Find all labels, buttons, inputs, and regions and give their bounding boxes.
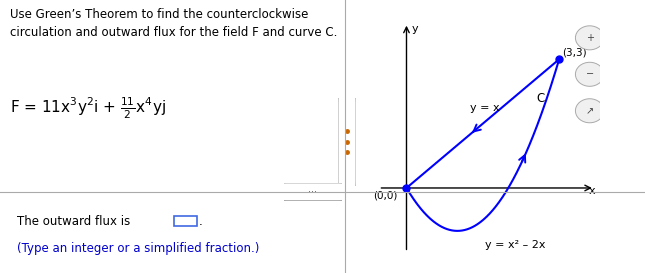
- Text: .: .: [199, 215, 202, 228]
- Circle shape: [575, 99, 604, 123]
- Text: C: C: [536, 92, 544, 105]
- Text: y = x: y = x: [470, 103, 500, 113]
- Text: x: x: [589, 186, 595, 196]
- Text: The outward flux is: The outward flux is: [17, 215, 130, 228]
- Text: y: y: [412, 24, 418, 34]
- FancyBboxPatch shape: [281, 183, 345, 201]
- Text: F = 11x$^{3}$y$^{2}$i + $\frac{11}{2}$x$^{4}$yj: F = 11x$^{3}$y$^{2}$i + $\frac{11}{2}$x$…: [10, 96, 166, 121]
- Text: −: −: [586, 69, 594, 79]
- Text: y = x² – 2x: y = x² – 2x: [485, 240, 546, 250]
- Text: +: +: [586, 33, 593, 43]
- Text: Use Green’s Theorem to find the counterclockwise
circulation and outward flux fo: Use Green’s Theorem to find the counterc…: [10, 8, 338, 39]
- FancyBboxPatch shape: [338, 94, 356, 190]
- Circle shape: [575, 26, 604, 50]
- Bar: [174, 216, 197, 226]
- Text: (Type an integer or a simplified fraction.): (Type an integer or a simplified fractio…: [17, 242, 260, 256]
- Text: ↗: ↗: [586, 106, 594, 116]
- Text: (0,0): (0,0): [373, 190, 398, 200]
- Text: (3,3): (3,3): [562, 47, 586, 57]
- Circle shape: [575, 62, 604, 86]
- Text: ···: ···: [308, 187, 317, 197]
